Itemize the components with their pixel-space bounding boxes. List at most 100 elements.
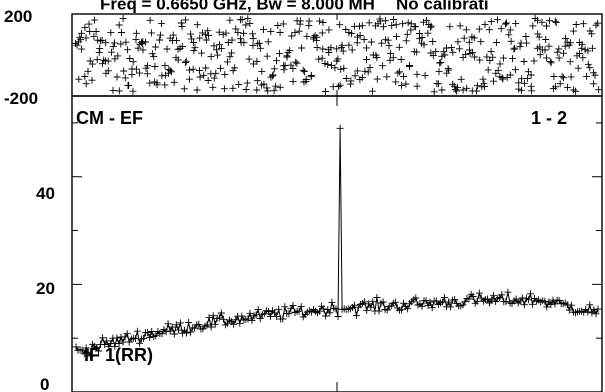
phase-point (452, 87, 460, 95)
amplitude-point (136, 339, 143, 347)
phase-point (319, 45, 327, 53)
phase-point (226, 16, 234, 24)
amplitude-point (412, 294, 420, 302)
amplitude-point (273, 312, 281, 320)
amplitude-point (316, 307, 324, 315)
phase-point (363, 56, 370, 63)
phase-point (267, 27, 275, 35)
baseline-label: CM - EF (76, 108, 143, 128)
phase-point (579, 54, 587, 62)
phase-point (246, 20, 254, 28)
phase-point (189, 65, 197, 73)
phase-point (121, 74, 129, 82)
phase-point (562, 34, 570, 42)
amplitude-point (520, 301, 528, 309)
phase-point (196, 34, 204, 42)
phase-point (224, 39, 232, 46)
phase-point (505, 31, 513, 39)
phase-point (522, 33, 530, 40)
amplitude-point (475, 289, 483, 297)
phase-point (503, 19, 510, 27)
phase-point (543, 22, 550, 30)
phase-point (507, 37, 515, 45)
phase-point (569, 27, 577, 35)
phase-point (132, 65, 140, 73)
pair-label: 1 - 2 (531, 108, 567, 128)
amplitude-point (144, 329, 152, 337)
phase-point (584, 47, 592, 55)
phase-point (334, 55, 342, 63)
phase-point (169, 31, 177, 39)
phase-point (201, 31, 209, 39)
amplitude-point (172, 321, 180, 329)
phase-point (221, 71, 229, 79)
phase-point (276, 49, 283, 57)
phase-point (129, 87, 137, 95)
phase-point (551, 17, 559, 25)
amplitude-point (584, 308, 592, 316)
phase-point (90, 32, 98, 40)
phase-point (296, 17, 304, 25)
amplitude-point (373, 294, 381, 301)
phase-point (481, 20, 489, 28)
amplitude-point (244, 315, 252, 323)
chart-title: Freq = 0.6650 GHz, Bw = 8.000 MH (100, 0, 375, 13)
phase-point (276, 83, 284, 91)
phase-point (324, 61, 332, 69)
phase-point (134, 44, 142, 52)
phase-point (455, 45, 463, 53)
phase-point (249, 30, 257, 38)
phase-point (129, 58, 137, 66)
phase-point (212, 69, 220, 77)
phase-point (111, 55, 119, 63)
phase-point (113, 73, 121, 81)
phase-point (125, 81, 133, 89)
phase-point (560, 74, 567, 82)
phase-point (142, 38, 149, 46)
amplitude-point (465, 295, 473, 303)
phase-point (432, 48, 440, 56)
phase-point (229, 84, 237, 92)
phase-point (244, 15, 252, 23)
phase-point (120, 67, 128, 75)
phase-point (313, 33, 321, 41)
amplitude-point (498, 291, 506, 299)
amplitude-y-tick-label-40: 40 (36, 184, 55, 203)
amplitude-point (205, 314, 213, 322)
phase-point (413, 48, 421, 56)
phase-point (210, 42, 218, 50)
phase-point (325, 49, 333, 56)
phase-point (90, 16, 98, 24)
phase-point (499, 75, 507, 83)
phase-point (558, 72, 566, 80)
amplitude-point (207, 323, 215, 331)
phase-point (477, 38, 485, 46)
phase-point (523, 39, 530, 47)
amplitude-point (367, 303, 375, 311)
amplitude-point (285, 310, 293, 318)
phase-point (473, 82, 481, 90)
phase-point (254, 40, 262, 48)
amplitude-point (473, 297, 481, 305)
phase-point (356, 32, 364, 39)
phase-point (173, 36, 181, 44)
phase-point (311, 32, 319, 40)
phase-point (502, 20, 509, 28)
phase-point (269, 72, 276, 80)
amplitude-point (529, 300, 536, 308)
phase-point (552, 83, 560, 91)
phase-point (389, 54, 397, 62)
phase-point (509, 55, 516, 63)
phase-point (264, 38, 272, 46)
phase-point (242, 21, 250, 29)
phase-point (132, 29, 140, 37)
phase-point (553, 48, 561, 56)
phase-point (470, 34, 478, 42)
phase-point (93, 56, 101, 64)
phase-point (73, 41, 81, 49)
phase-point (345, 41, 353, 49)
phase-point (404, 19, 412, 27)
phase-point (436, 59, 444, 67)
phase-point (356, 22, 363, 30)
phase-point (158, 72, 166, 80)
